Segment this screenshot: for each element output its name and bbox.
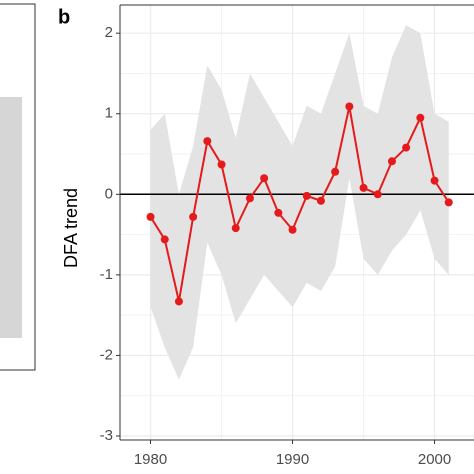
data-point	[260, 174, 269, 183]
y-tick-label: -1	[100, 266, 113, 283]
data-point	[245, 194, 254, 203]
data-point	[387, 157, 396, 166]
data-point	[345, 102, 354, 111]
data-point	[416, 113, 425, 122]
y-tick-label: 0	[105, 185, 113, 202]
data-point	[430, 176, 439, 185]
x-tick-label: 1980	[134, 451, 167, 468]
data-point	[373, 190, 382, 199]
data-point	[174, 297, 183, 306]
left-panel-border	[0, 3, 36, 371]
y-tick-label: 2	[105, 24, 113, 41]
data-point	[359, 183, 368, 192]
y-tick-label: -3	[100, 427, 113, 444]
data-point	[146, 212, 155, 221]
confidence-ribbon	[150, 25, 449, 380]
data-point	[331, 167, 340, 176]
panel-label: b	[58, 6, 70, 28]
data-point	[288, 225, 297, 234]
data-point	[217, 160, 226, 169]
data-point	[274, 208, 283, 217]
data-line	[149, 106, 450, 302]
x-tick-label: 2000	[418, 451, 451, 468]
y-tick-label: 1	[105, 105, 113, 122]
data-point	[203, 137, 212, 146]
y-tick-label: -2	[100, 346, 113, 363]
y-axis-label: DFA trend	[61, 188, 81, 268]
data-point	[189, 212, 198, 221]
data-point	[316, 196, 325, 205]
left-panel-bar	[0, 97, 22, 338]
data-point	[402, 143, 411, 152]
data-point	[160, 235, 169, 244]
data-point	[444, 198, 453, 207]
data-point	[302, 191, 311, 200]
x-tick-label: 1990	[276, 451, 309, 468]
data-point	[231, 224, 240, 233]
